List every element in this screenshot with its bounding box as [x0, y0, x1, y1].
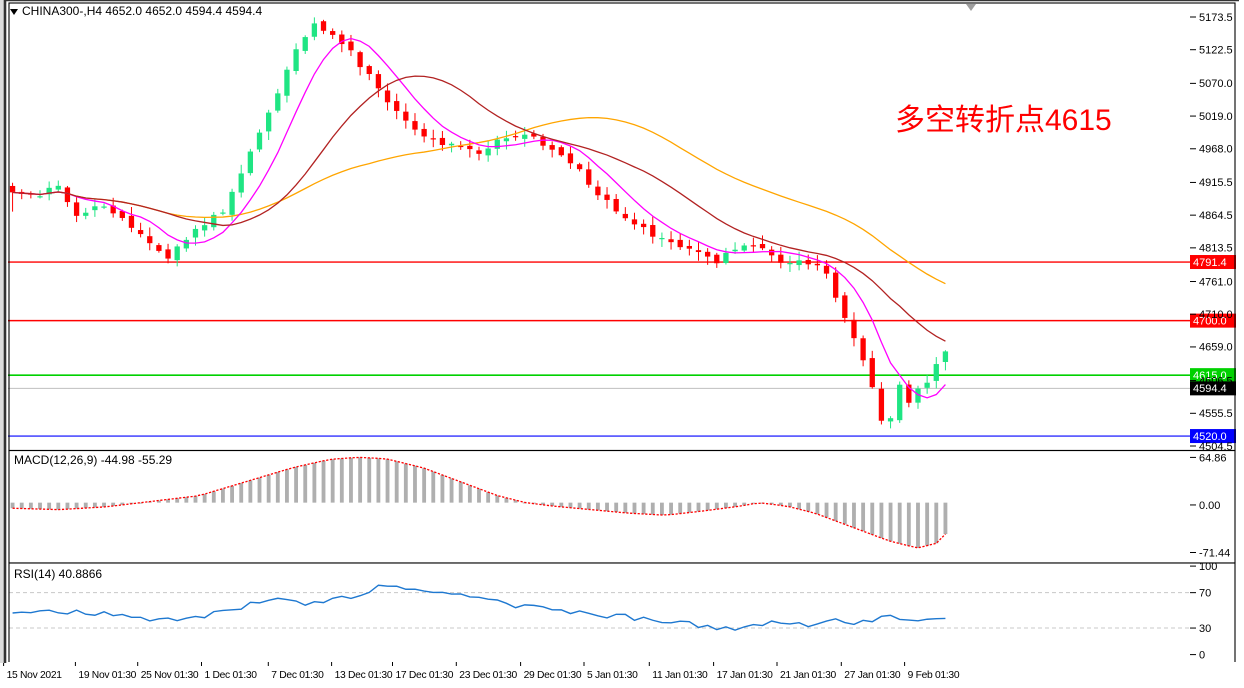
svg-text:5 Jan 01:30: 5 Jan 01:30	[587, 670, 638, 681]
svg-text:29 Dec 01:30: 29 Dec 01:30	[524, 670, 582, 681]
svg-text:19 Nov 01:30: 19 Nov 01:30	[78, 670, 136, 681]
svg-text:7 Dec 01:30: 7 Dec 01:30	[271, 670, 324, 681]
svg-text:9 Feb 01:30: 9 Feb 01:30	[908, 670, 960, 681]
svg-text:23 Dec 01:30: 23 Dec 01:30	[459, 670, 517, 681]
svg-text:25 Nov 01:30: 25 Nov 01:30	[141, 670, 199, 681]
svg-text:27 Jan 01:30: 27 Jan 01:30	[844, 670, 901, 681]
svg-text:13 Dec 01:30: 13 Dec 01:30	[335, 670, 393, 681]
svg-text:17 Dec 01:30: 17 Dec 01:30	[396, 670, 454, 681]
svg-text:1 Dec 01:30: 1 Dec 01:30	[205, 670, 258, 681]
svg-text:15 Nov 2021: 15 Nov 2021	[7, 670, 63, 681]
svg-text:21 Jan 01:30: 21 Jan 01:30	[780, 670, 837, 681]
svg-text:17 Jan 01:30: 17 Jan 01:30	[717, 670, 774, 681]
svg-text:11 Jan 01:30: 11 Jan 01:30	[652, 670, 708, 681]
